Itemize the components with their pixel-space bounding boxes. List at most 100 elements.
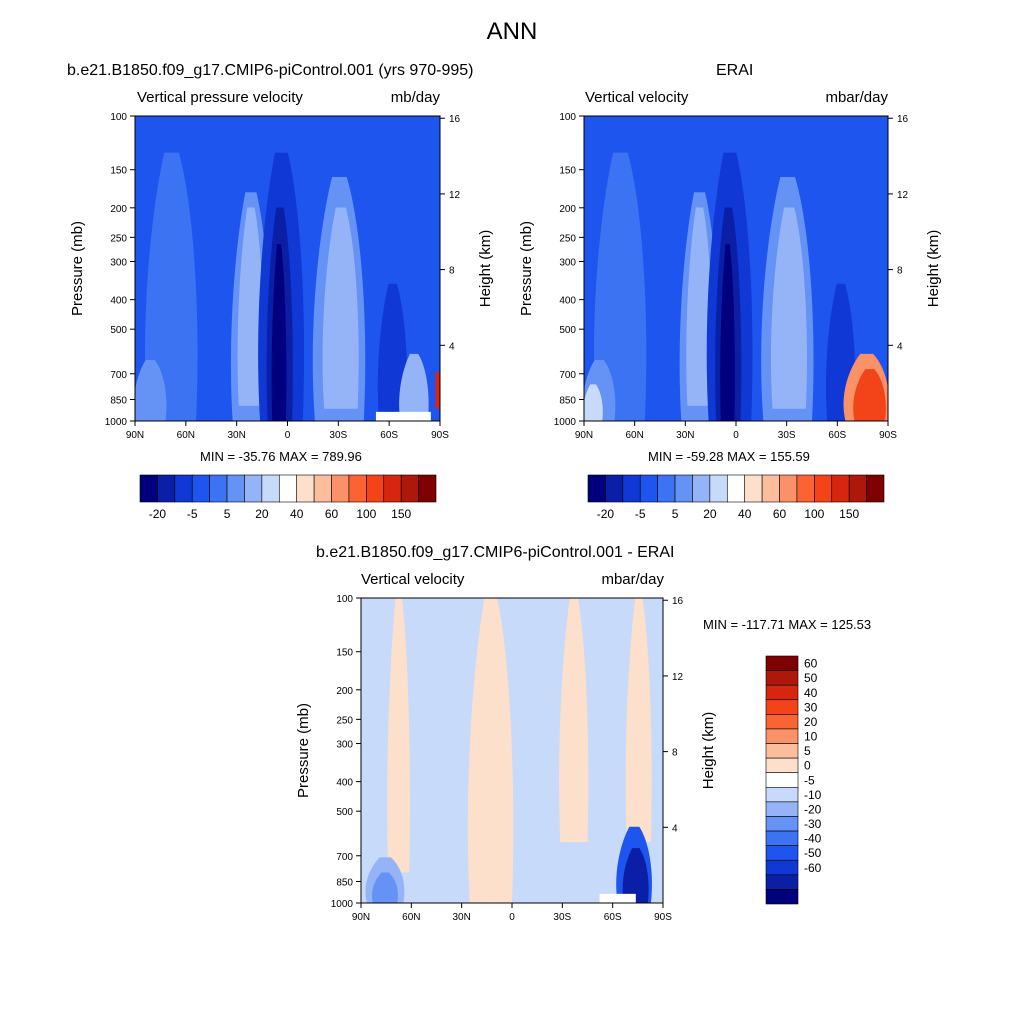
x-tick-label: 90N [126, 430, 144, 441]
colorbar-label: 40 [738, 507, 752, 521]
y-tick-label: 500 [336, 807, 353, 818]
colorbar-box [209, 474, 228, 503]
y-tick-label: 300 [336, 740, 353, 751]
y-tick-label: 500 [559, 325, 576, 336]
band-30s [770, 207, 807, 409]
colorbar-label: 50 [804, 671, 818, 685]
colorbar-box [765, 830, 799, 846]
y-tick-label: 700 [336, 852, 353, 863]
band-60n [593, 152, 647, 421]
colorbar-box [174, 474, 193, 503]
y2-axis-label: Height (km) [925, 230, 942, 308]
x-tick-label: 0 [509, 912, 515, 923]
y2-tick-label: 16 [449, 114, 461, 125]
colorbar-box [226, 474, 245, 503]
band-itcz-core [271, 244, 287, 421]
x-tick-label: 60S [380, 430, 398, 441]
band-90n-low [135, 360, 167, 421]
colorbar-box [348, 474, 367, 503]
y-tick-label: 850 [559, 395, 576, 406]
y-tick-label: 500 [110, 325, 127, 336]
y-tick-label: 150 [336, 648, 353, 659]
colorbar-label: -10 [804, 788, 822, 802]
y-tick-label: 1000 [105, 417, 128, 428]
y-tick-label: 400 [336, 778, 353, 789]
colorbar-box [848, 474, 867, 503]
y-tick-label: 700 [559, 370, 576, 381]
band-antarctic-light [399, 353, 429, 421]
colorbar-label: -60 [804, 861, 822, 875]
x-tick-label: 90S [431, 430, 449, 441]
y-tick-label: 200 [559, 204, 576, 215]
x-tick-label: 0 [285, 430, 291, 441]
colorbar-box [765, 684, 799, 701]
y2-tick-label: 8 [672, 748, 678, 759]
y-tick-label: 850 [336, 877, 353, 888]
colorbar-box [244, 474, 263, 503]
x-tick-label: 30N [452, 912, 470, 923]
colorbar-box [692, 474, 711, 503]
x-tick-label: 30S [329, 430, 347, 441]
colorbar-box [765, 728, 799, 744]
colorbar-box [765, 801, 799, 817]
colorbar-label: -50 [804, 846, 822, 860]
y2-tick-label: 8 [897, 266, 903, 277]
y-tick-label: 250 [110, 233, 127, 244]
colorbar-label: 20 [703, 507, 717, 521]
y2-axis-label: Height (km) [700, 712, 717, 790]
colorbar-box [765, 874, 799, 890]
band-30s [322, 207, 359, 409]
colorbar-box [639, 474, 658, 503]
panel-model-units: mb/day [390, 89, 440, 106]
colorbar-box [726, 474, 746, 503]
y-tick-label: 700 [110, 370, 127, 381]
y2-tick-label: 8 [449, 266, 455, 277]
y-tick-label: 100 [110, 112, 127, 123]
colorbar-label: 150 [839, 507, 859, 521]
colorbar-label: 20 [804, 715, 818, 729]
y-tick-label: 400 [559, 296, 576, 307]
colorbar-box [765, 859, 799, 876]
colorbar-box [765, 786, 799, 803]
band-90n-light [584, 384, 603, 421]
colorbar-label: 40 [290, 507, 304, 521]
y-axis-label: Pressure (mb) [518, 221, 535, 316]
colorbar-box [765, 757, 799, 774]
y2-tick-label: 4 [672, 823, 678, 834]
y-axis-label: Pressure (mb) [295, 703, 312, 798]
y-tick-label: 1000 [554, 417, 577, 428]
panel-model-title: b.e21.B1850.f09_g17.CMIP6-piControl.001 … [67, 62, 474, 79]
colorbar-box [605, 474, 624, 503]
band-diff-90n-core [371, 872, 398, 903]
x-tick-label: 90S [654, 912, 672, 923]
colorbar-label: -5 [187, 507, 198, 521]
colorbar-label: -30 [804, 817, 822, 831]
band-itcz-core [720, 244, 735, 421]
colorbar-box [366, 474, 385, 503]
y-tick-label: 200 [110, 204, 127, 215]
colorbar-label: 0 [804, 759, 811, 773]
panel-model-minmax: MIN = -35.76 MAX = 789.96 [200, 449, 362, 464]
panel-obs-units: mbar/day [825, 89, 888, 106]
colorbar-box [400, 474, 419, 503]
band-diff-30n [467, 598, 514, 903]
colorbar-box [765, 889, 799, 905]
panel-model-left-subtitle: Vertical pressure velocity [137, 89, 303, 106]
colorbar-box [765, 743, 799, 759]
band-diff-antarctic-core [622, 848, 649, 903]
band-30n [686, 207, 713, 406]
x-tick-label: 30N [676, 430, 694, 441]
colorbar-label: -40 [804, 832, 822, 846]
y-tick-label: 250 [559, 233, 576, 244]
colorbar-label: 5 [672, 507, 679, 521]
colorbar-box [744, 474, 763, 503]
colorbar-box [765, 699, 799, 715]
y-tick-label: 300 [559, 258, 576, 269]
colorbar-label: 40 [804, 686, 818, 700]
contour-field-diff [361, 598, 663, 903]
y2-tick-label: 4 [449, 341, 455, 352]
colorbar-box [765, 772, 799, 788]
colorbar-label: -5 [635, 507, 646, 521]
colorbar-box [765, 816, 799, 832]
colorbar-label: 5 [224, 507, 231, 521]
